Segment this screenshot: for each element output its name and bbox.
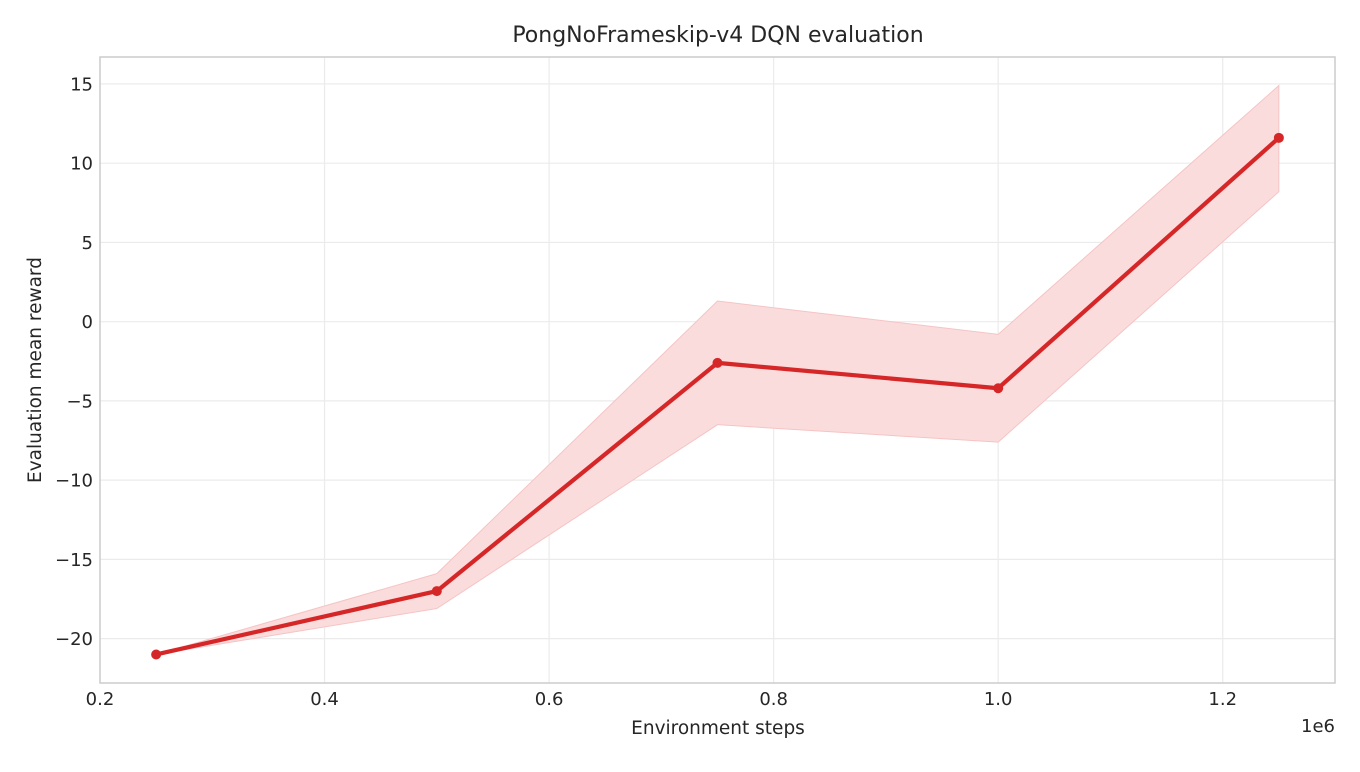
x-tick-label: 0.4	[310, 689, 339, 710]
x-tick-labels: 0.2 0.4 0.6 0.8 1.0 1.2	[86, 689, 1237, 710]
x-tick-label: 0.6	[535, 689, 564, 710]
chart-title: PongNoFrameskip-v4 DQN evaluation	[512, 23, 923, 48]
y-tick-label: 15	[70, 74, 93, 95]
y-tick-label: 10	[70, 154, 93, 175]
x-tick-label: 1.0	[984, 689, 1013, 710]
plot-frame	[99, 56, 1336, 684]
y-tick-label: −15	[55, 550, 93, 571]
x-axis-offset-label: 1e6	[1301, 716, 1335, 737]
y-axis-title: Evaluation mean reward	[25, 257, 46, 483]
y-tick-labels: −20 −15 −10 −5 0 5 10 15	[55, 74, 93, 650]
y-tick-label: −20	[55, 629, 93, 650]
data-point	[151, 649, 162, 660]
data-point	[993, 383, 1004, 394]
data-point	[1273, 132, 1284, 143]
x-tick-label: 1.2	[1208, 689, 1237, 710]
y-tick-label: −5	[66, 391, 93, 412]
data-point	[712, 357, 723, 368]
x-axis-title: Environment steps	[631, 718, 805, 739]
y-tick-label: 5	[82, 233, 93, 254]
data-point-layer	[151, 132, 1284, 660]
y-tick-label: −10	[55, 471, 93, 492]
data-point	[431, 586, 442, 597]
y-tick-label: 0	[82, 312, 93, 333]
x-tick-label: 0.2	[86, 689, 115, 710]
x-tick-label: 0.8	[759, 689, 788, 710]
